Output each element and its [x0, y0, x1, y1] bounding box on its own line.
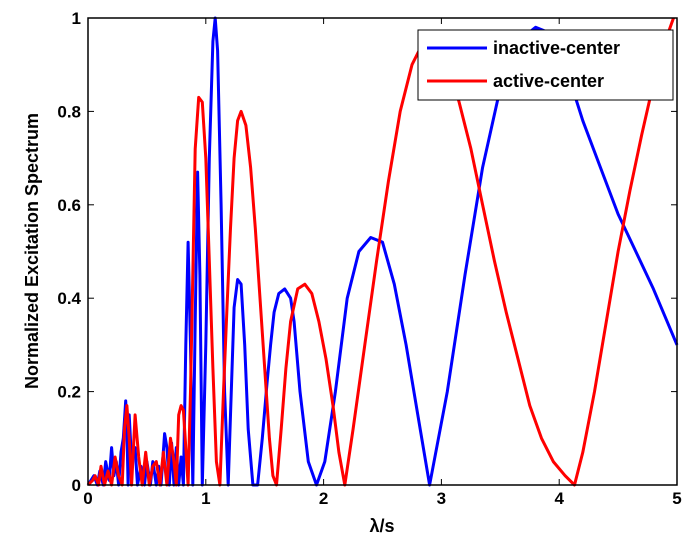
- y-tick-label: 0.6: [57, 196, 81, 215]
- legend-box: [417, 29, 674, 101]
- y-tick-label: 0.4: [57, 289, 81, 308]
- y-tick-label: 0.8: [57, 102, 81, 121]
- series-line-active-center: [86, 17, 675, 487]
- y-axis-label: Normalized Excitation Spectrum: [22, 113, 42, 389]
- y-tick-label: 1: [72, 9, 81, 28]
- x-tick-label: 3: [437, 489, 446, 508]
- legend: inactive-center active-center: [417, 29, 674, 101]
- x-tick-label: 2: [319, 489, 328, 508]
- x-tick-label: 4: [554, 489, 564, 508]
- x-tick-label: 1: [201, 489, 210, 508]
- y-tick-label: 0: [72, 476, 81, 495]
- ticks-layer: 0 1 2 3 4 5 0 0.2 0.4 0.6 0.8 1: [57, 9, 681, 508]
- x-tick-label: 5: [672, 489, 681, 508]
- plot-frame: [87, 17, 678, 486]
- legend-label-inactive-center: inactive-center: [493, 38, 620, 58]
- series-layer: [86, 16, 679, 487]
- legend-label-active-center: active-center: [493, 71, 604, 91]
- x-axis-label: λ/s: [369, 516, 394, 536]
- x-tick-label: 0: [83, 489, 92, 508]
- y-tick-label: 0.2: [57, 383, 81, 402]
